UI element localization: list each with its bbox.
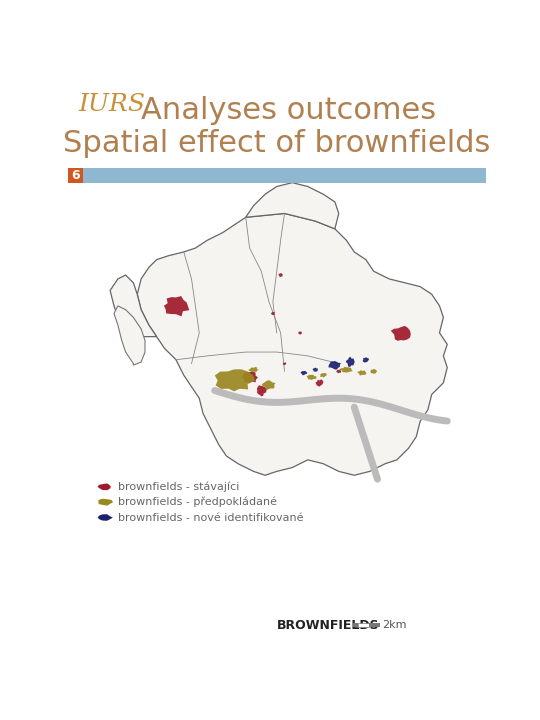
Polygon shape xyxy=(300,371,307,375)
Text: brownfields - nové identifikované: brownfields - nové identifikované xyxy=(118,513,303,523)
Polygon shape xyxy=(164,296,190,316)
Text: IURS: IURS xyxy=(78,93,145,115)
Bar xyxy=(353,624,358,627)
Polygon shape xyxy=(391,326,411,341)
Polygon shape xyxy=(271,312,275,315)
Polygon shape xyxy=(328,361,341,369)
Bar xyxy=(358,624,369,627)
Text: brownfields - předpokládané: brownfields - předpokládané xyxy=(118,497,277,508)
Polygon shape xyxy=(215,369,255,392)
Polygon shape xyxy=(246,183,339,229)
Bar xyxy=(68,168,83,184)
Polygon shape xyxy=(98,514,113,521)
Text: Analyses outcomes: Analyses outcomes xyxy=(141,96,436,125)
Polygon shape xyxy=(340,367,353,373)
Text: 6: 6 xyxy=(71,169,79,182)
Polygon shape xyxy=(279,273,283,277)
Polygon shape xyxy=(346,356,355,367)
Text: BROWNFIELDS: BROWNFIELDS xyxy=(277,619,380,632)
Polygon shape xyxy=(241,372,258,383)
Polygon shape xyxy=(248,367,259,372)
Polygon shape xyxy=(320,373,327,377)
Polygon shape xyxy=(137,213,447,475)
Polygon shape xyxy=(257,385,267,396)
Polygon shape xyxy=(261,380,275,390)
Polygon shape xyxy=(298,331,302,335)
Text: brownfields - stávajíci: brownfields - stávajíci xyxy=(118,482,239,492)
Polygon shape xyxy=(98,499,113,505)
Polygon shape xyxy=(110,275,157,337)
Polygon shape xyxy=(370,369,377,374)
Text: Spatial effect of brownfields: Spatial effect of brownfields xyxy=(63,129,490,158)
Text: 2km: 2km xyxy=(382,621,407,631)
Polygon shape xyxy=(313,367,318,372)
Polygon shape xyxy=(336,369,341,374)
Polygon shape xyxy=(315,379,323,387)
Polygon shape xyxy=(362,357,369,363)
Polygon shape xyxy=(283,362,286,365)
Polygon shape xyxy=(98,483,111,490)
Polygon shape xyxy=(357,370,367,376)
Polygon shape xyxy=(114,306,145,365)
Polygon shape xyxy=(307,374,316,380)
Bar xyxy=(68,168,486,184)
Bar xyxy=(369,624,380,627)
